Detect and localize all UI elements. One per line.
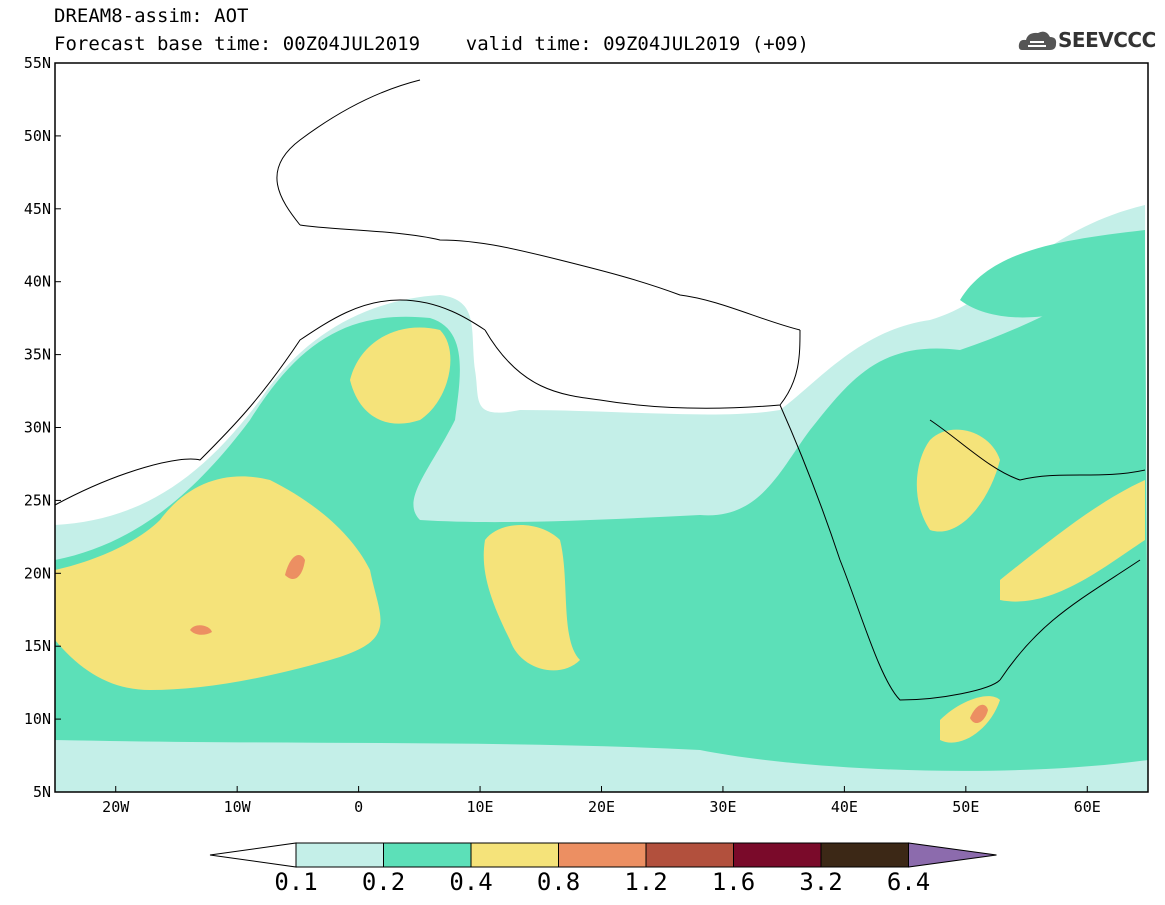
aot-band-0.4 xyxy=(483,525,580,671)
latitude-axis: 55N 50N 45N 40N 35N 30N 25N 20N 15N 10N 5N xyxy=(24,54,61,801)
colorbar-level-label: 0.8 xyxy=(536,868,581,896)
lat-tick-label: 55N xyxy=(24,54,51,72)
lat-tick-label: 50N xyxy=(24,127,51,145)
aot-band-0.8 xyxy=(190,625,212,635)
colorbar-segment xyxy=(645,842,734,868)
colorbar xyxy=(209,842,997,868)
aot-band-0.2 xyxy=(960,230,1145,318)
colorbar-level-label: 0.2 xyxy=(361,868,406,896)
lon-tick-label: 0 xyxy=(354,798,363,816)
lat-tick-label: 25N xyxy=(24,491,51,509)
lon-tick-label: 60E xyxy=(1074,798,1101,816)
seevccc-logo: SEEVCCC xyxy=(1058,28,1156,52)
lon-tick-label: 20E xyxy=(588,798,615,816)
longitude-axis: 20W 10W 0 10E 20E 30E 40E 50E 60E xyxy=(102,786,1101,816)
aot-band-0.8 xyxy=(970,704,988,724)
colorbar-level-label: 1.6 xyxy=(711,868,756,896)
colorbar-segment xyxy=(383,842,472,868)
aot-band-0.4 xyxy=(55,476,381,690)
lon-tick-label: 10W xyxy=(224,798,252,816)
lon-tick-label: 30E xyxy=(709,798,736,816)
lat-tick-label: 20N xyxy=(24,564,51,582)
colorbar-under-arrow xyxy=(209,842,297,868)
aot-band-0.8 xyxy=(285,555,305,580)
colorbar-over-arrow xyxy=(908,842,997,868)
colorbar-segment xyxy=(470,842,559,868)
lat-tick-label: 10N xyxy=(24,710,51,728)
lon-tick-label: 20W xyxy=(102,798,130,816)
aot-band-0.4 xyxy=(1000,480,1145,602)
cloud-icon xyxy=(1018,31,1057,50)
colorbar-segment xyxy=(820,842,909,868)
colorbar-level-label: 3.2 xyxy=(799,868,843,896)
aot-field xyxy=(55,205,1148,792)
colorbar-segment xyxy=(558,842,647,868)
lat-tick-label: 30N xyxy=(24,419,51,437)
aot-band-0.4 xyxy=(916,429,1000,532)
colorbar-level-label: 0.1 xyxy=(274,868,318,896)
colorbar-level-label: 6.4 xyxy=(886,868,931,896)
lon-tick-label: 50E xyxy=(952,798,979,816)
lat-tick-label: 45N xyxy=(24,200,51,218)
lat-tick-label: 35N xyxy=(24,346,51,364)
lon-tick-label: 10E xyxy=(467,798,494,816)
colorbar-segment xyxy=(733,842,822,868)
lon-tick-label: 40E xyxy=(831,798,858,816)
colorbar-level-label: 0.4 xyxy=(449,868,493,896)
colorbar-segment xyxy=(295,842,384,868)
lat-tick-label: 40N xyxy=(24,273,51,291)
forecast-time-line: Forecast base time: 00Z04JUL2019 valid t… xyxy=(54,33,809,55)
aot-band-0.4 xyxy=(350,327,451,424)
coastlines xyxy=(55,79,1146,701)
lat-tick-label: 5N xyxy=(33,783,51,801)
lat-tick-label: 15N xyxy=(24,637,51,655)
colorbar-level-label: 1.2 xyxy=(624,868,668,896)
map-title: DREAM8-assim: AOT xyxy=(54,5,249,27)
